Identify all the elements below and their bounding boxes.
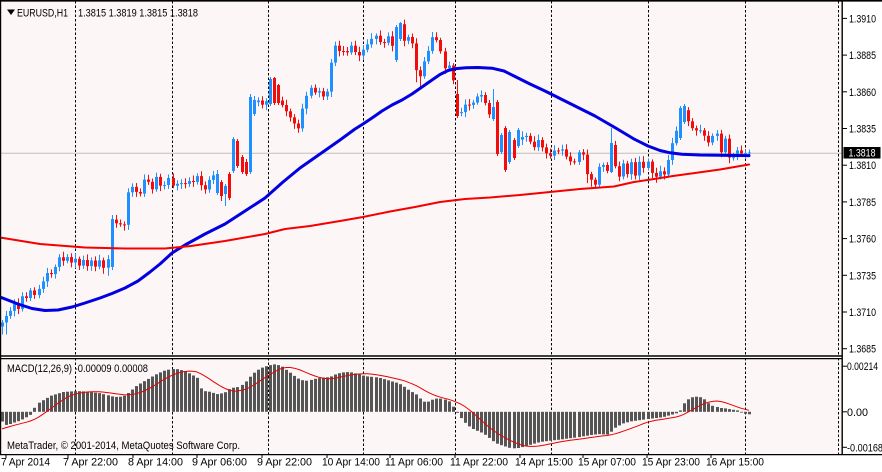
svg-text:-0.00168: -0.00168	[847, 442, 882, 454]
svg-text:11 Apr 22:00: 11 Apr 22:00	[450, 457, 508, 469]
svg-text:MetaTrader, © 2001-2014, MetaQ: MetaTrader, © 2001-2014, MetaQuotes Soft…	[7, 440, 240, 452]
svg-text:EURUSD,H1: EURUSD,H1	[17, 8, 68, 20]
svg-text:1.3835: 1.3835	[849, 124, 876, 136]
svg-text:1.3860: 1.3860	[849, 87, 876, 99]
svg-text:8 Apr 14:00: 8 Apr 14:00	[128, 457, 183, 469]
svg-text:7 Apr 2014: 7 Apr 2014	[1, 457, 50, 469]
svg-text:1.3735: 1.3735	[849, 270, 876, 282]
svg-text:1.3685: 1.3685	[849, 344, 876, 356]
svg-text:7 Apr 22:00: 7 Apr 22:00	[63, 457, 118, 469]
svg-text:15 Apr 23:00: 15 Apr 23:00	[642, 457, 700, 469]
svg-text:0.00214: 0.00214	[847, 361, 878, 373]
svg-text:11 Apr 06:00: 11 Apr 06:00	[385, 457, 443, 469]
svg-text:9 Apr 22:00: 9 Apr 22:00	[257, 457, 312, 469]
svg-text:10 Apr 14:00: 10 Apr 14:00	[322, 457, 380, 469]
svg-text:MACD(12,26,9) -0.00009 0.00008: MACD(12,26,9) -0.00009 0.00008	[7, 363, 148, 375]
svg-text:1.3815 1.3819 1.3815 1.3818: 1.3815 1.3819 1.3815 1.3818	[78, 8, 198, 20]
svg-text:1.3910: 1.3910	[849, 13, 876, 25]
svg-text:1.3885: 1.3885	[849, 50, 876, 62]
svg-text:1.3818: 1.3818	[849, 148, 876, 160]
svg-text:16 Apr 15:00: 16 Apr 15:00	[706, 457, 764, 469]
svg-text:9 Apr 06:00: 9 Apr 06:00	[192, 457, 247, 469]
svg-text:14 Apr 15:00: 14 Apr 15:00	[515, 457, 573, 469]
svg-text:15 Apr 07:00: 15 Apr 07:00	[578, 457, 636, 469]
svg-text:0.00: 0.00	[847, 407, 868, 419]
svg-text:1.3810: 1.3810	[849, 160, 876, 172]
svg-text:1.3710: 1.3710	[849, 307, 876, 319]
svg-text:1.3760: 1.3760	[849, 234, 876, 246]
svg-text:1.3785: 1.3785	[849, 197, 876, 209]
